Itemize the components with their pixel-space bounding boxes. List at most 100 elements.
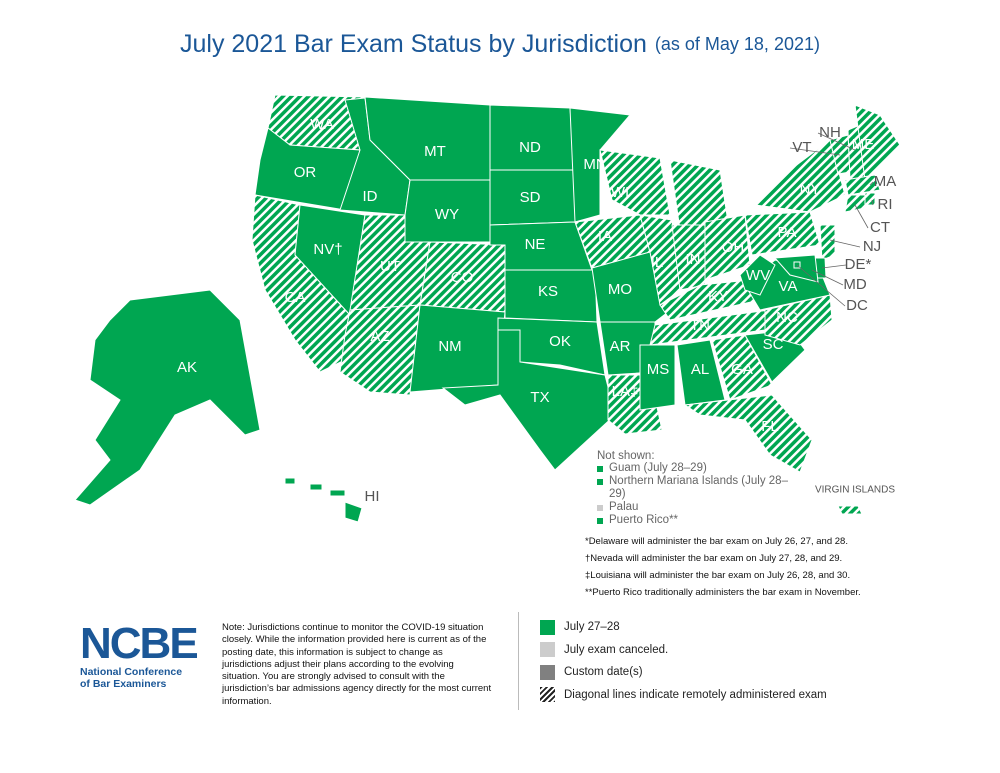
state-label: IL: [651, 254, 664, 271]
label: Palau: [609, 501, 639, 513]
state: [864, 192, 876, 206]
state-label: WY: [435, 206, 459, 223]
state-label: TN: [690, 317, 710, 334]
state: [711, 334, 773, 401]
state-label: MN: [583, 156, 606, 173]
legend-swatch: [540, 642, 555, 658]
state-label: MO: [608, 281, 632, 298]
legend-item: July exam canceled.: [540, 639, 827, 662]
state-label: CO: [451, 269, 474, 286]
state-label: KY: [708, 288, 728, 305]
state-label: WI: [611, 184, 629, 201]
leader-line: [854, 204, 869, 229]
state-label: OR: [294, 164, 317, 181]
logo-name: National Conference of Bar Examiners: [80, 666, 183, 690]
state-label: UT: [380, 258, 400, 275]
state-label: VA: [779, 278, 798, 295]
label: Guam (July 28–29): [609, 462, 707, 474]
state-label: WA: [310, 116, 334, 133]
state-label: PA: [778, 224, 797, 241]
subtitle: (as of May 18, 2021): [655, 34, 820, 54]
state-label: AR: [610, 338, 631, 355]
swatch: [597, 479, 603, 485]
title-main: July 2021 Bar Exam Status by Jurisdictio…: [180, 30, 647, 58]
state: [844, 194, 866, 213]
swatch: [597, 466, 603, 472]
state-label: OH: [722, 239, 745, 256]
legend-label: Diagonal lines indicate remotely adminis…: [564, 688, 827, 701]
legend-label: July exam canceled.: [564, 643, 669, 656]
state-label: TX: [530, 389, 549, 406]
state: [599, 149, 671, 216]
not-shown: Not shown: Guam (July 28–29) Northern Mar…: [597, 450, 797, 527]
state-label: LA‡: [612, 383, 639, 400]
state-label: CA: [285, 289, 306, 306]
legend-label: Custom date(s): [564, 666, 643, 679]
state: [74, 289, 261, 506]
state-label: MI: [210, 0, 709, 8]
state-label: SC: [763, 336, 784, 353]
swatch: [597, 518, 603, 524]
leader-line: [789, 147, 841, 156]
state: [404, 179, 491, 243]
state-label: IA: [598, 228, 612, 245]
state-label: AL: [691, 361, 709, 378]
state: [441, 329, 616, 471]
not-shown-item: Palau: [597, 501, 797, 514]
state-label: KS: [538, 283, 558, 300]
legend-swatch: [540, 687, 555, 703]
leader-line: [796, 264, 846, 307]
state: [854, 104, 901, 182]
leader-line: [811, 269, 844, 286]
state-label: IN: [686, 251, 701, 268]
legend: July 27–28 July exam canceled. Custom date…: [540, 616, 827, 706]
state-label: WV: [746, 267, 770, 284]
state-label: MS: [647, 361, 670, 378]
state-label: MA: [874, 173, 897, 190]
state-label: GA: [731, 361, 753, 378]
state-label: NM: [438, 338, 461, 355]
state-label: DE*: [845, 256, 872, 273]
leader-line: [869, 181, 874, 186]
state-label: NY: [800, 181, 821, 198]
legend-swatch: [540, 619, 555, 635]
state: [639, 344, 676, 411]
state-label: FL: [761, 418, 779, 435]
not-shown-title: Not shown:: [597, 450, 655, 462]
state-label: VIRGIN ISLANDS: [815, 485, 895, 496]
state-label: NC: [776, 309, 798, 326]
title: July 2021 Bar Exam Status by Jurisdictio…: [180, 30, 820, 58]
state: [591, 251, 669, 323]
state-label: ID: [363, 188, 378, 205]
state: [639, 214, 681, 306]
state: [489, 104, 576, 171]
state-label: AZ: [370, 328, 389, 345]
logo-mark: NCBE: [80, 619, 199, 668]
label: Northern Mariana Islands (July 28–29): [609, 475, 788, 500]
state-label: ME: [852, 136, 875, 153]
state-label: CT: [870, 219, 890, 236]
state: [739, 254, 776, 296]
state-label: AK: [177, 359, 197, 376]
leader-line: [821, 264, 847, 269]
logo: NCBE National Conference of Bar Examiner…: [80, 619, 199, 691]
footnote: †Nevada will administer the bar exam on …: [585, 553, 843, 564]
footnote: **Puerto Rico traditionally administers …: [585, 587, 861, 598]
leader-line: [829, 239, 861, 248]
legend-label: July 27–28: [564, 621, 620, 634]
leader-line: [871, 199, 874, 206]
state-label: SD: [520, 189, 541, 206]
state: [819, 224, 836, 261]
note: Note: Jurisdictions continue to monitor …: [222, 622, 492, 707]
state: [339, 304, 421, 396]
legend-item: Custom date(s): [540, 661, 827, 684]
legend-item: Diagonal lines indicate remotely adminis…: [540, 684, 827, 707]
state: [284, 477, 363, 523]
state-label: OK: [549, 333, 571, 350]
not-shown-item: Puerto Rico**: [597, 514, 797, 527]
footnote: *Delaware will administer the bar exam o…: [585, 536, 848, 547]
state-label: RI: [878, 196, 893, 213]
state-label: DC: [846, 297, 868, 314]
leader-line: [817, 132, 856, 151]
state-label: ND: [519, 139, 541, 156]
